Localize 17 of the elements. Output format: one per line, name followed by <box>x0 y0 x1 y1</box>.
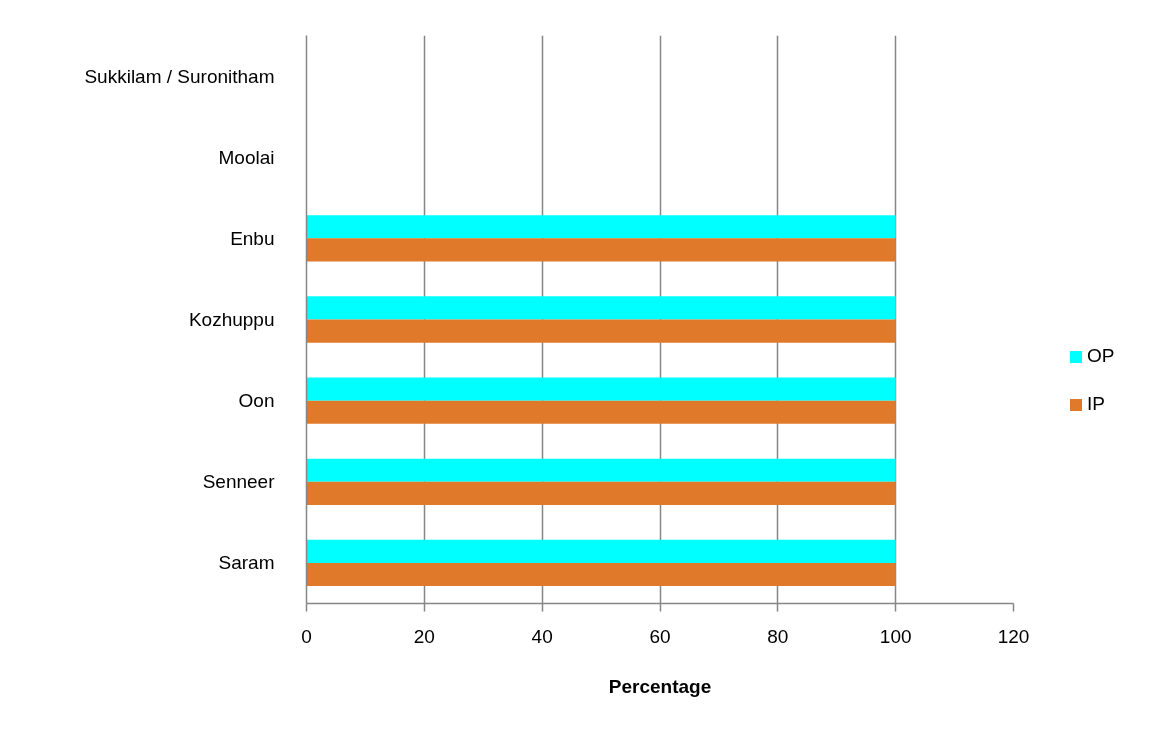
y-tick-label: Enbu <box>230 227 275 249</box>
legend-label: IP <box>1087 393 1106 415</box>
x-tick-label: 80 <box>767 625 789 647</box>
y-tick-label: Kozhuppu <box>188 309 275 330</box>
x-tick-label: 120 <box>997 625 1030 647</box>
x-tick-label: 60 <box>649 625 671 647</box>
x-tick-label: 0 <box>301 625 312 647</box>
x-tick-label: 100 <box>879 625 912 647</box>
y-tick-label: Sukkilam / Suronitham <box>84 65 275 87</box>
y-tick-label: Senneer <box>202 471 276 493</box>
y-tick-label: Moolai <box>218 146 275 168</box>
legend-label: OP <box>1087 345 1115 367</box>
x-axis-title: Percentage <box>608 675 712 697</box>
x-tick-label: 40 <box>531 625 553 647</box>
y-tick-label: Saram <box>218 552 275 574</box>
x-tick-label: 20 <box>413 625 435 647</box>
y-tick-label: Oon <box>238 390 275 412</box>
